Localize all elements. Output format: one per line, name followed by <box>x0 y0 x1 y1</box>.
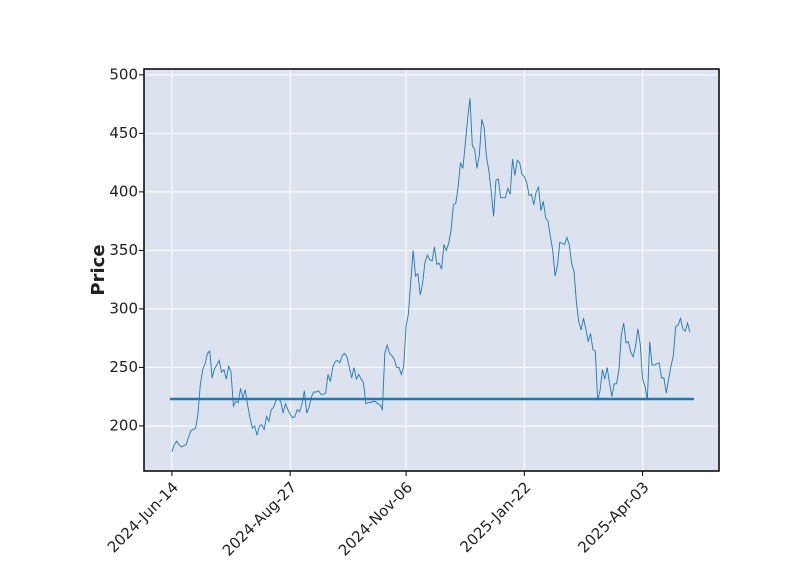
plot-frame <box>143 68 720 472</box>
y-tick-label: 450 <box>109 124 138 142</box>
y-tick-label: 250 <box>109 358 138 376</box>
x-tick-label: 2024-Jun-14 <box>104 478 182 556</box>
y-tick-label: 200 <box>109 416 138 434</box>
x-tick-label: 2024-Nov-06 <box>335 478 416 559</box>
y-tick-label: 500 <box>109 65 138 83</box>
x-tick-label: 2025-Apr-03 <box>574 478 652 556</box>
x-tick-label: 2025-Jan-22 <box>457 478 535 556</box>
price-line <box>171 98 691 452</box>
y-tick-label: 300 <box>109 299 138 317</box>
y-tick-label: 350 <box>109 241 138 259</box>
y-tick-label: 400 <box>109 182 138 200</box>
x-tick-label: 2024-Aug-27 <box>219 478 300 559</box>
y-axis-label: Price <box>88 244 109 295</box>
plot-area <box>144 69 719 471</box>
